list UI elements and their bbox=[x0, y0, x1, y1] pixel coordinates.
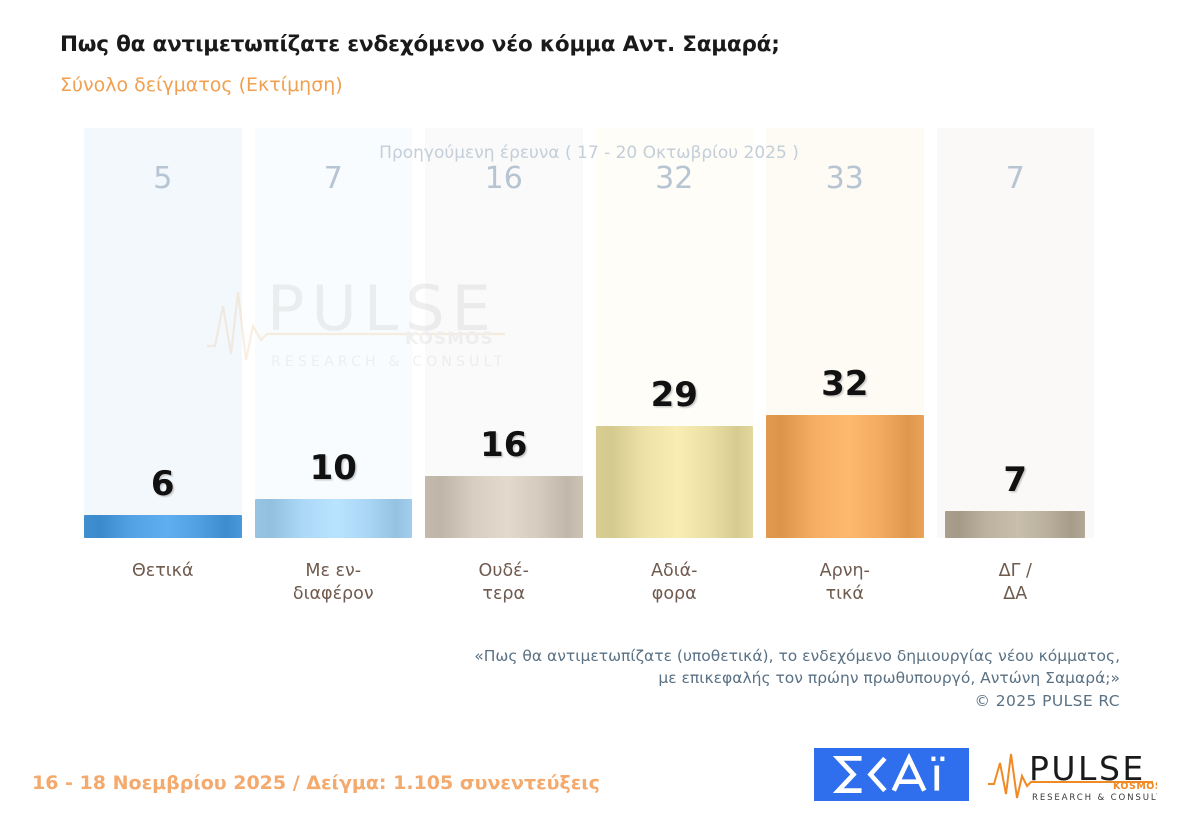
bar bbox=[254, 499, 412, 538]
category-label: Θετικά bbox=[84, 560, 242, 583]
svg-text:KOSMOS: KOSMOS bbox=[1113, 781, 1157, 792]
bar-value-label: 16 bbox=[480, 425, 528, 465]
bar bbox=[425, 476, 583, 538]
footnote: «Πως θα αντιμετωπίζατε (υποθετικά), το ε… bbox=[474, 645, 1120, 712]
previous-value-label: 7 bbox=[1005, 161, 1025, 196]
chart-column: 32 29 bbox=[595, 128, 753, 538]
column-background bbox=[254, 128, 412, 538]
previous-value-label: 5 bbox=[153, 161, 173, 196]
svg-text:PULSE: PULSE bbox=[1029, 749, 1146, 788]
bar bbox=[84, 515, 242, 538]
category-label-line: Ουδέ- bbox=[478, 561, 529, 581]
category-label: Αρνη-τικά bbox=[766, 560, 924, 607]
category-label-line: τερα bbox=[482, 584, 526, 605]
column-background bbox=[425, 128, 583, 538]
column-background bbox=[84, 128, 242, 538]
category-label: Ουδέ-τερα bbox=[425, 560, 583, 607]
svg-text:RESEARCH & CONSULTING: RESEARCH & CONSULTING bbox=[1032, 793, 1157, 803]
bar-value-label: 10 bbox=[309, 448, 357, 488]
date-and-sample-info: 16 - 18 Νοεμβρίου 2025 / Δείγμα: 1.105 σ… bbox=[32, 772, 600, 794]
category-label-line: Με εν- bbox=[305, 561, 362, 581]
page-subtitle: Σύνολο δείγματος (Εκτίμηση) bbox=[60, 74, 343, 96]
previous-value-label: 32 bbox=[655, 161, 694, 196]
category-label-line: τικά bbox=[825, 584, 864, 605]
footnote-line-1: «Πως θα αντιμετωπίζατε (υποθετικά), το ε… bbox=[474, 647, 1120, 665]
column-background bbox=[936, 128, 1094, 538]
previous-value-label: 16 bbox=[484, 161, 523, 196]
bar-value-label: 6 bbox=[150, 464, 175, 504]
category-label-line: ΔΓ / bbox=[998, 561, 1032, 581]
category-label-line: διαφέρον bbox=[292, 584, 374, 605]
category-label: ΔΓ / ΔΑ bbox=[937, 560, 1095, 607]
copyright-text: © 2025 PULSE RC bbox=[974, 692, 1120, 710]
bar bbox=[945, 511, 1086, 538]
bar-value-label: 7 bbox=[1003, 460, 1028, 500]
previous-value-label: 33 bbox=[825, 161, 864, 196]
pulse-logo: PULSE KOSMOS RESEARCH & CONSULTING bbox=[985, 748, 1179, 804]
category-label: Με εν-διαφέρον bbox=[255, 560, 413, 607]
chart-column: 7 10 bbox=[254, 128, 412, 538]
bar-value-label: 32 bbox=[821, 364, 869, 404]
bar-chart: 5 6 7 10 16 16 32 29 33 32 7 7 bbox=[84, 128, 1094, 538]
category-label-line: Αδιά- bbox=[651, 561, 698, 581]
category-label: Αδιά-φορα bbox=[596, 560, 754, 607]
chart-column: 33 32 bbox=[766, 128, 924, 538]
page-title: Πως θα αντιμετωπίζατε ενδεχόμενο νέο κόμ… bbox=[60, 32, 780, 57]
bar-value-label: 29 bbox=[650, 375, 698, 415]
category-label-line: Θετικά bbox=[131, 561, 194, 581]
category-label-line: φορα bbox=[651, 584, 697, 605]
bar bbox=[595, 426, 753, 538]
footnote-line-2: με επικεφαλής τον πρώην πρωθυπουργό, Αντ… bbox=[658, 669, 1120, 687]
chart-column: 16 16 bbox=[425, 128, 583, 538]
skai-logo bbox=[814, 748, 969, 801]
category-label-line: Αρνη- bbox=[819, 561, 870, 581]
category-label-line: ΔΑ bbox=[1003, 584, 1028, 605]
bar bbox=[766, 415, 924, 538]
previous-value-label: 7 bbox=[323, 161, 343, 196]
